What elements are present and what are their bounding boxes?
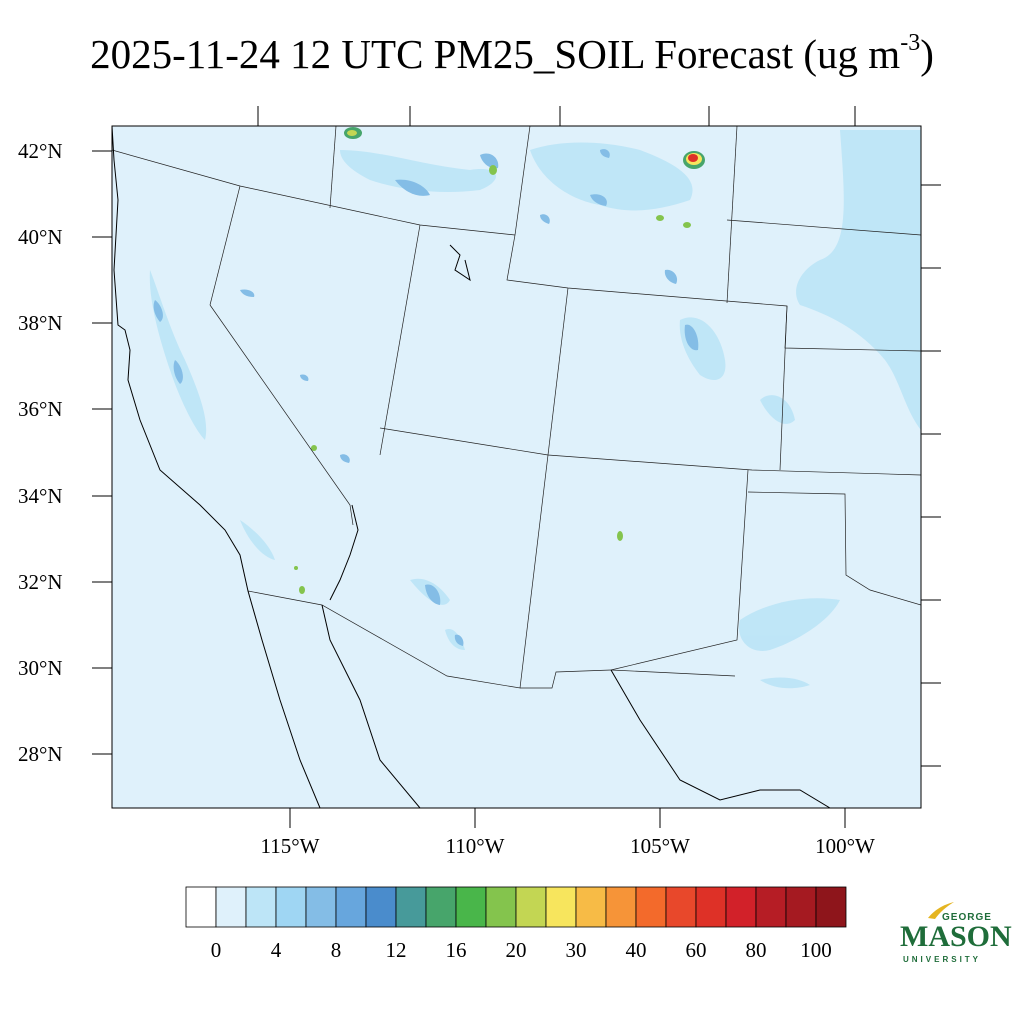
- colorbar-swatch: [425, 886, 457, 928]
- lat-label: 34°N: [18, 484, 63, 508]
- colorbar-swatch: [635, 886, 667, 928]
- colorbar-tick-label: 4: [271, 938, 282, 962]
- longitude-labels: 115°W 110°W 105°W 100°W: [261, 834, 876, 858]
- colorbar-swatch: [725, 886, 757, 928]
- axis-ticks: [92, 106, 941, 828]
- colorbar-tick-label: 60: [686, 938, 707, 962]
- colorbar-swatch: [365, 886, 397, 928]
- colorbar-swatch: [215, 886, 247, 928]
- lat-label: 30°N: [18, 656, 63, 680]
- colorbar-tick-label: 30: [566, 938, 587, 962]
- colorbar-swatch: [185, 886, 217, 928]
- logo-line-university: UNIVERSITY: [903, 955, 982, 964]
- colorbar: [185, 886, 847, 928]
- lat-label: 40°N: [18, 225, 63, 249]
- coastlines: [112, 126, 831, 808]
- colorbar-swatch: [785, 886, 817, 928]
- colorbar-swatch: [455, 886, 487, 928]
- page-title: 2025-11-24 12 UTC PM25_SOIL Forecast (ug…: [90, 30, 934, 77]
- colorbar-swatch: [695, 886, 727, 928]
- lon-label: 115°W: [261, 834, 320, 858]
- lat-label: 38°N: [18, 311, 63, 335]
- lon-label: 105°W: [630, 834, 690, 858]
- colorbar-swatch: [395, 886, 427, 928]
- latitude-labels: 42°N 40°N 38°N 36°N 34°N 32°N 30°N 28°N: [18, 139, 63, 766]
- lat-label: 36°N: [18, 397, 63, 421]
- colorbar-tick-label: 40: [626, 938, 647, 962]
- colorbar-swatch: [275, 886, 307, 928]
- plume-medium: [153, 149, 699, 646]
- colorbar-swatch: [545, 886, 577, 928]
- lat-label: 28°N: [18, 742, 63, 766]
- colorbar-swatch: [755, 886, 787, 928]
- concentration-field: [112, 126, 921, 808]
- colorbar-tick-label: 12: [386, 938, 407, 962]
- map-frame: [111, 125, 922, 809]
- plume-light: [149, 130, 921, 689]
- colorbar-swatch: [605, 886, 637, 928]
- university-logo: GEORGE MASON UNIVERSITY: [898, 898, 1012, 968]
- map-background: [112, 126, 921, 808]
- logo-line-george: GEORGE: [942, 912, 992, 923]
- colorbar-tick-label: 8: [331, 938, 342, 962]
- logo-line-mason: MASON: [900, 920, 1012, 953]
- lat-label: 32°N: [18, 570, 63, 594]
- colorbar-tick-label: 80: [746, 938, 767, 962]
- lat-label: 42°N: [18, 139, 63, 163]
- colorbar-swatch: [575, 886, 607, 928]
- colorbar-tick-label: 20: [506, 938, 527, 962]
- logo-swoosh-icon: [928, 902, 954, 919]
- lon-label: 100°W: [815, 834, 875, 858]
- hotspots: [294, 127, 705, 594]
- colorbar-labels: 0 4 8 12 16 20 30 40 60 80 100: [211, 938, 832, 962]
- colorbar-tick-label: 16: [446, 938, 467, 962]
- colorbar-swatch: [515, 886, 547, 928]
- colorbar-swatch: [335, 886, 367, 928]
- colorbar-tick-label: 0: [211, 938, 222, 962]
- colorbar-swatch: [245, 886, 277, 928]
- colorbar-swatch: [305, 886, 337, 928]
- colorbar-swatch: [815, 886, 847, 928]
- colorbar-swatch: [665, 886, 697, 928]
- colorbar-swatch: [485, 886, 517, 928]
- lon-label: 110°W: [446, 834, 505, 858]
- colorbar-tick-label: 100: [800, 938, 832, 962]
- boundaries: [112, 126, 921, 689]
